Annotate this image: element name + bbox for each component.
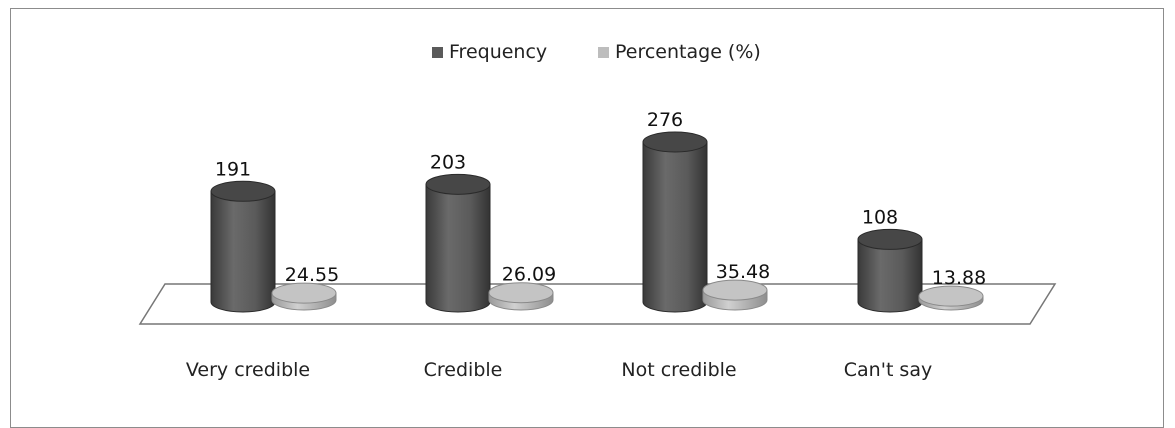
data-label-frequency-1: 191: [215, 158, 251, 180]
category-label-1: Very credible: [186, 359, 310, 381]
bar-frequency-3: [642, 131, 708, 313]
chart-floor: [138, 283, 1057, 325]
data-label-percentage-3: 35.48: [716, 261, 770, 283]
data-label-percentage-1: 24.55: [285, 264, 339, 286]
data-label-percentage-2: 26.09: [502, 264, 556, 286]
bars: 191 203 276 108 24.55 26.09 35.48 13.88: [210, 109, 986, 313]
chart: Frequency Percentage (%) 191 203 276 108 24.5…: [138, 41, 1057, 381]
category-label-2: Credible: [424, 359, 503, 381]
bar-frequency-4: [857, 228, 923, 313]
category-label-4: Can't say: [844, 359, 932, 381]
chart-frame: [10, 8, 1164, 428]
bar-percentage-1: [271, 282, 337, 311]
data-label-frequency-4: 108: [862, 206, 898, 228]
data-label-frequency-3: 276: [647, 109, 683, 131]
legend-swatch-1: [432, 47, 443, 58]
legend: Frequency Percentage (%): [432, 41, 761, 63]
bar-percentage-4: [918, 285, 984, 311]
bar-percentage-3: [702, 279, 768, 311]
bar-frequency-2: [425, 173, 491, 313]
legend-swatch-2: [598, 47, 609, 58]
category-axis: Very credible Credible Not credible Can't s…: [186, 359, 932, 381]
legend-label-2: Percentage (%): [615, 41, 761, 63]
bar-percentage-2: [488, 282, 554, 311]
data-label-frequency-2: 203: [430, 151, 466, 173]
legend-label-1: Frequency: [449, 41, 547, 63]
category-label-3: Not credible: [621, 359, 736, 381]
bar-frequency-1: [210, 180, 276, 313]
data-label-percentage-4: 13.88: [932, 267, 986, 289]
